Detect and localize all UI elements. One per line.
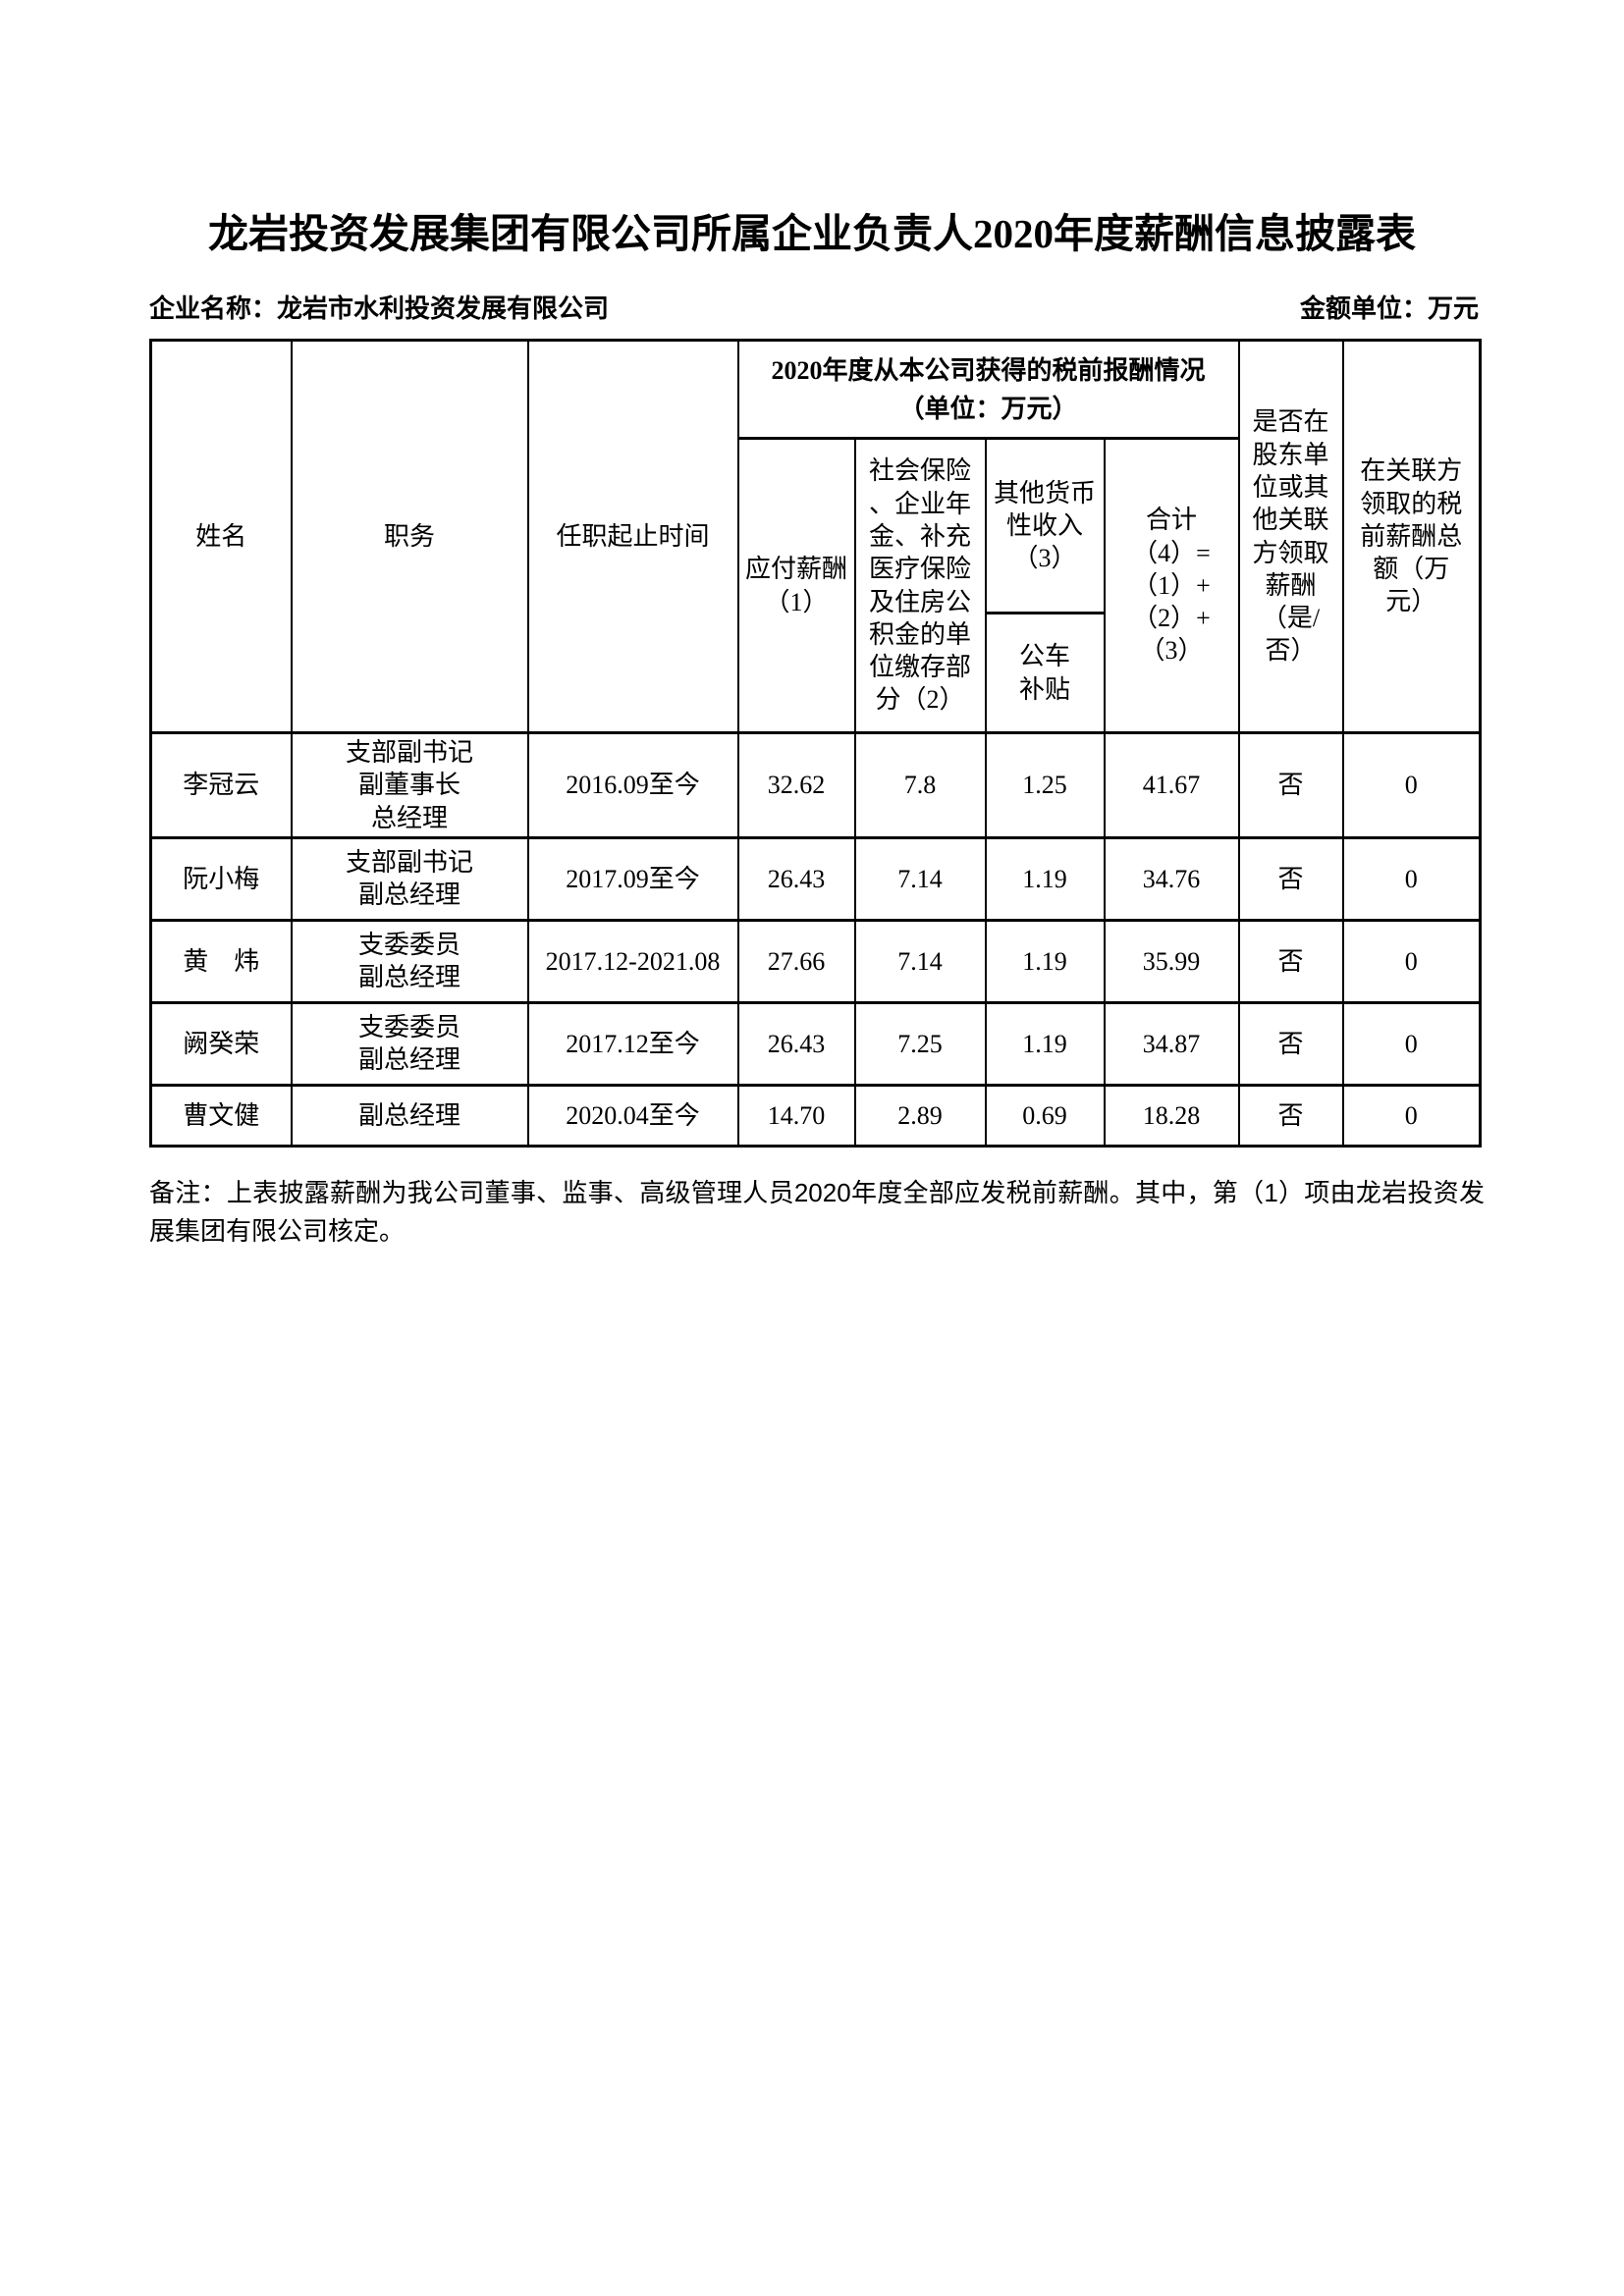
cell-other: 1.25: [984, 731, 1106, 839]
table-row: 阮小梅 支部副书记 副总经理 2017.09至今 26.43 7.14 1.19…: [149, 835, 1482, 922]
cell-related: 0: [1341, 731, 1482, 839]
cell-position: 支部副书记 副董事长 总经理: [290, 731, 529, 839]
cell-name: 曹文健: [149, 1083, 293, 1148]
header-related: 在关联方 领取的税 前薪酬总 额（万 元）: [1341, 339, 1482, 734]
cell-payable: 27.66: [736, 918, 856, 1004]
header-row-3: 公车 补贴: [151, 612, 1481, 734]
table-row: 阙癸荣 支委委员 副总经理 2017.12至今 26.43 7.25 1.19 …: [149, 1000, 1482, 1087]
amount-unit-label: 金额单位：万元: [1299, 294, 1479, 323]
cell-external: 否: [1237, 1083, 1344, 1148]
cell-position: 支部副书记 副总经理: [290, 835, 529, 922]
cell-total: 34.76: [1103, 835, 1240, 922]
company-name-line: 企业名称：龙岩市水利投资发展有限公司: [149, 289, 609, 325]
cell-other: 1.19: [984, 835, 1106, 922]
cell-payable: 26.43: [736, 835, 856, 922]
header-external: 是否在 股东单 位或其 他关联 方领取 薪酬 （是/ 否）: [1237, 339, 1344, 734]
header-other-monetary: 其他货币 性收入 （3）: [984, 437, 1106, 614]
cell-payable: 32.62: [736, 731, 856, 839]
header-row-1: 姓名 职务 任职起止时间 2020年度从本公司获得的税前报酬情况 （单位：万元）…: [149, 339, 1482, 734]
cell-external: 否: [1237, 918, 1344, 1004]
page-title: 龙岩投资发展集团有限公司所属企业负责人2020年度薪酬信息披露表: [208, 211, 1416, 256]
cell-related: 0: [1341, 1083, 1482, 1148]
cell-name: 李冠云: [149, 731, 293, 839]
cell-total: 18.28: [1103, 1083, 1240, 1148]
cell-tenure: 2017.09至今: [526, 835, 739, 922]
company-value: 龙岩市水利投资发展有限公司: [277, 294, 610, 323]
meta-row: 企业名称：龙岩市水利投资发展有限公司 金额单位：万元: [149, 289, 1479, 325]
header-name: 姓名: [149, 339, 293, 734]
header-row-2: 应付薪酬 （1） 社会保险 、企业年 金、补充 医疗保险 及住房公 积金的单 位…: [151, 437, 1481, 734]
cell-social: 7.8: [853, 731, 987, 839]
cell-social: 7.14: [853, 918, 987, 1004]
cell-position: 支委委员 副总经理: [290, 918, 529, 1004]
footnote: 备注：上表披露薪酬为我公司董事、监事、高级管理人员2020年度全部应发税前薪酬。…: [149, 1178, 1485, 1246]
cell-external: 否: [1237, 835, 1344, 922]
cell-external: 否: [1237, 731, 1344, 839]
cell-tenure: 2016.09至今: [526, 731, 739, 839]
cell-social: 2.89: [853, 1083, 987, 1148]
header-tenure: 任职起止时间: [526, 339, 739, 734]
cell-tenure: 2017.12至今: [526, 1000, 739, 1087]
cell-total: 34.87: [1103, 1000, 1240, 1087]
table-row: 李冠云 支部副书记 副董事长 总经理 2016.09至今 32.62 7.8 1…: [149, 731, 1482, 839]
header-position: 职务: [290, 339, 529, 734]
cell-tenure: 2017.12-2021.08: [526, 918, 739, 1004]
cell-position: 支委委员 副总经理: [290, 1000, 529, 1087]
salary-disclosure-table: 姓名 职务 任职起止时间 2020年度从本公司获得的税前报酬情况 （单位：万元）…: [149, 339, 1483, 1148]
cell-related: 0: [1341, 835, 1482, 922]
header-pretax-group: 2020年度从本公司获得的税前报酬情况 （单位：万元）: [736, 339, 1240, 440]
cell-position: 副总经理: [290, 1083, 529, 1148]
cell-social: 7.14: [853, 835, 987, 922]
cell-tenure: 2020.04至今: [526, 1083, 739, 1148]
cell-related: 0: [1341, 918, 1482, 1004]
cell-payable: 14.70: [736, 1083, 856, 1148]
cell-payable: 26.43: [736, 1000, 856, 1087]
cell-external: 否: [1237, 1000, 1344, 1087]
header-total: 合计 （4）= （1）+ （2）+ （3）: [1103, 437, 1240, 734]
cell-other: 0.69: [984, 1083, 1106, 1148]
cell-related: 0: [1341, 1000, 1482, 1087]
company-label: 企业名称：: [149, 294, 278, 323]
table-row: 曹文健 副总经理 2020.04至今 14.70 2.89 0.69 18.28…: [149, 1083, 1482, 1148]
cell-name: 阙癸荣: [149, 1000, 293, 1087]
cell-total: 41.67: [1103, 731, 1240, 839]
cell-total: 35.99: [1103, 918, 1240, 1004]
header-payable: 应付薪酬 （1）: [736, 437, 856, 734]
header-social: 社会保险 、企业年 金、补充 医疗保险 及住房公 积金的单 位缴存部 分（2）: [853, 437, 987, 734]
cell-other: 1.19: [984, 918, 1106, 1004]
table-row: 黄 炜 支委委员 副总经理 2017.12-2021.08 27.66 7.14…: [149, 918, 1482, 1004]
header-car-subsidy: 公车 补贴: [984, 612, 1106, 734]
cell-name: 黄 炜: [149, 918, 293, 1004]
cell-other: 1.19: [984, 1000, 1106, 1087]
cell-social: 7.25: [853, 1000, 987, 1087]
cell-name: 阮小梅: [149, 835, 293, 922]
